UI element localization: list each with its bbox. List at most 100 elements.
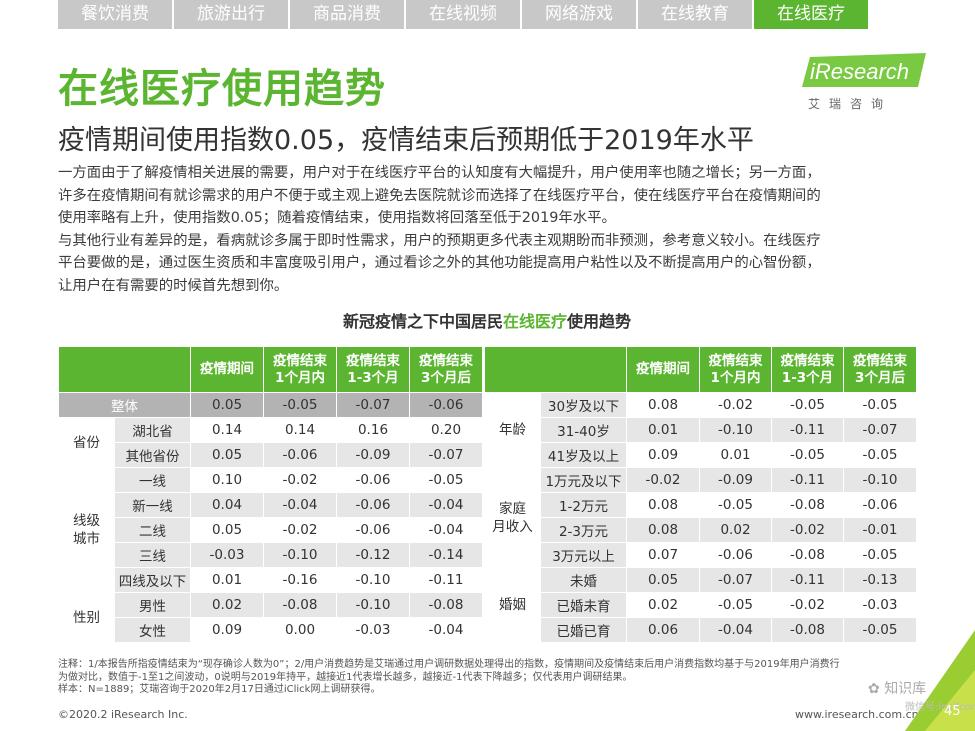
value-cell: -0.05 [843, 442, 917, 468]
body-line: 许多在疫情期间有就诊需求的用户不便于或主观上避免去医院就诊而选择了在线医疗平台，… [58, 187, 821, 204]
logo-subtitle: 艾瑞咨询 [808, 97, 893, 111]
tab-item[interactable]: 在线医疗 [754, 0, 868, 29]
footnote-line: 注释：1/本报告所指疫情结束为“现存确诊人数为0”；2/用户消费趋势是艾瑞通过用… [58, 659, 840, 670]
value-cell: -0.02 [263, 467, 337, 493]
value-cell: -0.11 [771, 467, 844, 493]
table-row: 已婚已育 0.06 -0.04 -0.08 -0.05 [485, 617, 917, 643]
tab-item[interactable]: 餐饮消费 [58, 0, 172, 29]
watermark: ✿ 知识库 [868, 678, 926, 698]
value-cell: 0.05 [190, 442, 264, 468]
row-label: 1-2万元 [540, 492, 627, 518]
value-cell: -0.08 [771, 492, 844, 518]
value-cell: -0.09 [336, 442, 410, 468]
value-cell: -0.04 [263, 492, 337, 518]
footnotes: 注释：1/本报告所指疫情结束为“现存确诊人数为0”；2/用户消费趋势是艾瑞通过用… [58, 659, 928, 697]
value-cell: -0.07 [699, 567, 772, 593]
table-title: 新冠疫情之下中国居民在线医疗使用趋势 [58, 308, 916, 332]
tab-item[interactable]: 在线教育 [638, 0, 752, 29]
usage-table-right: 疫情期间 疫情结束 1个月内 疫情结束 1-3个月 疫情结束 3个月后 年龄 30岁及以下… [484, 346, 917, 643]
row-label: 四线及以下 [114, 567, 191, 593]
value-cell: -0.05 [263, 392, 337, 418]
footnote-line: 样本：N=1889；艾瑞咨询于2020年2月17日通过iClick网上调研获得。 [58, 684, 381, 695]
watermark-sub: 微信号:lnsifcom.cn [905, 702, 975, 713]
value-cell: 0.05 [190, 517, 264, 543]
row-group-label: 婚姻 [484, 567, 541, 643]
header-blank [484, 346, 627, 393]
value-cell: 0.05 [190, 392, 264, 418]
value-cell: -0.10 [699, 417, 772, 443]
column-header: 疫情期间 [626, 346, 700, 393]
column-header: 疫情结束 1-3个月 [336, 346, 410, 393]
value-cell: -0.13 [843, 567, 917, 593]
value-cell: -0.06 [336, 467, 410, 493]
tab-item[interactable]: 网络游戏 [522, 0, 636, 29]
value-cell: -0.02 [771, 517, 844, 543]
tab-item[interactable]: 旅游出行 [174, 0, 288, 29]
watermark-name: 知识库 [884, 681, 927, 697]
wechat-icon: ✿ [868, 681, 885, 697]
table-row: 性别 男性 0.02 -0.08 -0.10 -0.08 [58, 592, 483, 643]
row-label: 湖北省 [114, 417, 191, 443]
copyright: ©2020.2 iResearch Inc. [58, 708, 188, 721]
value-cell: 0.09 [190, 617, 264, 643]
page-number: 45 [944, 704, 961, 719]
value-cell: -0.06 [699, 542, 772, 568]
value-cell: 0.06 [626, 617, 700, 643]
body-line: 一方面由于了解疫情相关进展的需要，用户对于在线医疗平台的认知度有大幅提升，用户使… [58, 165, 821, 181]
table-row: 年龄 30岁及以下 0.08 -0.02 -0.05 -0.05 [484, 392, 917, 468]
footnote-line: 为做对比，数值于-1至1之间波动，0说明与2019年持平，越接近1代表增长越多，… [58, 671, 633, 683]
value-cell: -0.05 [771, 392, 844, 418]
corner-decoration [905, 630, 975, 731]
value-cell: -0.05 [771, 442, 844, 468]
value-cell: -0.08 [771, 542, 844, 568]
table-row: 新一线 0.04 -0.04 -0.06 -0.04 [59, 492, 483, 518]
table-row: 1-2万元 0.08 -0.05 -0.08 -0.06 [485, 492, 917, 518]
value-cell: -0.03 [336, 617, 410, 643]
row-label: 未婚 [540, 567, 627, 593]
value-cell: -0.04 [409, 517, 483, 543]
table-row: 已婚未育 0.02 -0.05 -0.02 -0.03 [485, 592, 917, 618]
row-label: 已婚未育 [540, 592, 627, 618]
table-row: 其他省份 0.05 -0.06 -0.09 -0.07 [59, 442, 483, 468]
column-header: 疫情结束 1-3个月 [771, 346, 844, 393]
value-cell: 0.08 [626, 492, 700, 518]
table-row: 2-3万元 0.08 0.02 -0.02 -0.01 [485, 517, 917, 543]
table-row: 41岁及以上 0.09 0.01 -0.05 -0.05 [485, 442, 917, 468]
value-cell: -0.04 [409, 617, 483, 643]
table-row: 二线 0.05 -0.02 -0.06 -0.04 [59, 517, 483, 543]
value-cell: -0.01 [843, 517, 917, 543]
value-cell: -0.03 [843, 592, 917, 618]
value-cell: 0.05 [626, 567, 700, 593]
logo-text: iResearch [810, 59, 909, 84]
row-group-label: 性别 [58, 592, 115, 643]
table-row: 四线及以下 0.01 -0.16 -0.10 -0.11 [59, 567, 483, 593]
row-group-label: 年龄 [484, 392, 541, 468]
value-cell: -0.04 [409, 492, 483, 518]
value-cell: -0.10 [336, 592, 410, 618]
row-label: 三线 [114, 542, 191, 568]
value-cell: 0.14 [263, 417, 337, 443]
value-cell: -0.02 [699, 392, 772, 418]
table-title-post: 使用趋势 [567, 312, 632, 331]
category-tabs: 餐饮消费 旅游出行 商品消费 在线视频 网络游戏 在线教育 在线医疗 [58, 0, 868, 29]
table-header-row: 疫情期间 疫情结束 1个月内 疫情结束 1-3个月 疫情结束 3个月后 [58, 346, 483, 393]
row-label: 整体 [58, 392, 191, 418]
row-label: 41岁及以上 [540, 442, 627, 468]
value-cell: -0.06 [336, 492, 410, 518]
value-cell: -0.07 [843, 417, 917, 443]
overall-row: 整体 0.05 -0.05 -0.07 -0.06 [58, 392, 483, 418]
tab-item[interactable]: 商品消费 [290, 0, 404, 29]
row-label: 一线 [114, 467, 191, 493]
usage-table-left: 疫情期间 疫情结束 1个月内 疫情结束 1-3个月 疫情结束 3个月后 整体 0.05 -0… [58, 346, 483, 643]
value-cell: -0.11 [409, 567, 483, 593]
value-cell: 0.01 [190, 567, 264, 593]
value-cell: 0.01 [626, 417, 700, 443]
tab-item[interactable]: 在线视频 [406, 0, 520, 29]
table-row: 婚姻 未婚 0.05 -0.07 -0.11 -0.13 [484, 567, 917, 643]
value-cell: -0.11 [771, 417, 844, 443]
value-cell: -0.06 [263, 442, 337, 468]
value-cell: 0.09 [626, 442, 700, 468]
row-label: 已婚已育 [540, 617, 627, 643]
body-text: 一方面由于了解疫情相关进展的需要，用户对于在线医疗平台的认知度有大幅提升，用户使… [58, 162, 928, 297]
body-line: 与其他行业有差异的是，看病就诊多属于即时性需求，用户的预期更多代表主观期盼而非预… [58, 232, 821, 249]
